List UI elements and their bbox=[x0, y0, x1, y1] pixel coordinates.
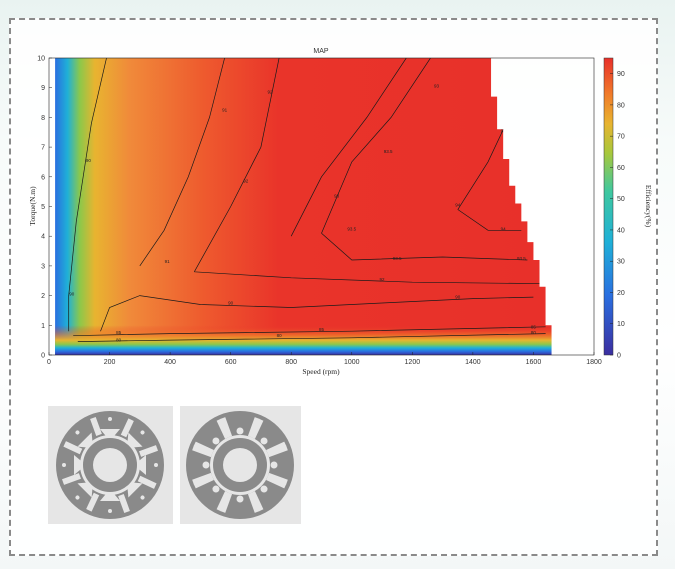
colorbar: 0 10 20 30 40 50 60 70 80 90 Efficiency(%) bbox=[603, 57, 653, 360]
y-tick-label: 9 bbox=[41, 85, 45, 92]
contour-label: 80 bbox=[531, 330, 537, 335]
colorbar-title: Efficiency(%) bbox=[644, 185, 653, 228]
colorbar-ticks: 0 10 20 30 40 50 60 70 80 90 bbox=[610, 71, 625, 360]
x-tick-label: 400 bbox=[164, 359, 176, 366]
x-tick-label: 0 bbox=[47, 359, 51, 366]
contour-label: 85 bbox=[319, 327, 325, 332]
y-tick-label: 1 bbox=[41, 323, 45, 330]
x-tick-label: 1400 bbox=[465, 359, 481, 366]
x-axis-title: Speed (rpm) bbox=[302, 367, 340, 376]
y-tick-label: 6 bbox=[41, 174, 45, 181]
contour-label: 92 bbox=[268, 90, 274, 95]
x-tick-label: 800 bbox=[285, 359, 297, 366]
chart-title: MAP bbox=[313, 48, 329, 55]
y-tick-label: 0 bbox=[41, 353, 45, 360]
contour-label: 92 bbox=[380, 277, 386, 282]
rotor-image-right bbox=[180, 406, 301, 524]
y-tick-label: 4 bbox=[41, 234, 45, 241]
colorbar-tick-label: 80 bbox=[617, 102, 625, 109]
contour-label: 90 bbox=[228, 301, 234, 306]
colorbar-tick-label: 10 bbox=[617, 321, 625, 328]
contour-label: 94 bbox=[501, 128, 507, 133]
colorbar-tick-label: 20 bbox=[617, 290, 625, 297]
y-tick-label: 3 bbox=[41, 263, 45, 270]
contour-label: 91 bbox=[222, 107, 228, 112]
rotor-slot bbox=[192, 445, 213, 485]
contour-label: 94 bbox=[501, 226, 507, 231]
contour-line-93 bbox=[290, 58, 407, 237]
rotor-right-slots bbox=[192, 417, 288, 513]
rotor-slot bbox=[193, 418, 230, 455]
x-tick-label: 1600 bbox=[526, 359, 542, 366]
colorbar-gradient bbox=[603, 57, 614, 356]
colorbar-tick-label: 0 bbox=[617, 353, 621, 360]
contour-label: 80 bbox=[116, 338, 122, 343]
rotor-lamination-images bbox=[48, 406, 301, 524]
contour-line-93.5 bbox=[321, 58, 528, 261]
contour-label: 93.5 bbox=[393, 256, 402, 261]
colorbar-tick-label: 50 bbox=[617, 196, 625, 203]
contour-label: 93 bbox=[334, 194, 340, 199]
rotor-image-left bbox=[48, 406, 173, 524]
contour-line-94 bbox=[457, 123, 522, 231]
colorbar-tick-label: 60 bbox=[617, 165, 625, 172]
y-axis-ticks: 0 1 2 3 4 5 6 7 8 9 10 bbox=[37, 56, 52, 360]
contour-label: 90 bbox=[455, 295, 461, 300]
contour-line-80 bbox=[77, 333, 546, 342]
contour-line-91 bbox=[139, 58, 225, 267]
plot-area: 808080858585909090909191929292939393.593… bbox=[37, 56, 602, 367]
contour-label: 93.5 bbox=[384, 149, 393, 154]
y-tick-label: 5 bbox=[41, 204, 45, 211]
x-tick-label: 1000 bbox=[344, 359, 360, 366]
colorbar-tick-label: 40 bbox=[617, 227, 625, 234]
contour-label: 94 bbox=[455, 203, 461, 208]
x-tick-label: 600 bbox=[225, 359, 237, 366]
x-axis-ticks: 0 200 400 600 800 1000 1200 1400 1600 1800 bbox=[47, 352, 602, 366]
contour-label: 90 bbox=[86, 158, 92, 163]
contour-line-92 bbox=[193, 58, 546, 285]
contour-label: 91 bbox=[165, 259, 171, 264]
colorbar-tick-label: 70 bbox=[617, 134, 625, 141]
colorbar-tick-label: 30 bbox=[617, 259, 625, 266]
contour-label: 90 bbox=[69, 292, 75, 297]
contour-line-85 bbox=[73, 326, 546, 337]
rotor-slot bbox=[220, 417, 260, 438]
x-tick-label: 1800 bbox=[586, 359, 602, 366]
y-axis-title: Torque(N.m) bbox=[28, 186, 37, 226]
rotor-slot bbox=[267, 445, 288, 485]
y-tick-label: 8 bbox=[41, 115, 45, 122]
contour-label: 85 bbox=[531, 324, 537, 329]
contour-label: 80 bbox=[277, 333, 283, 338]
contour-lines: 808080858585909090909191929292939393.593… bbox=[68, 58, 546, 343]
contour-label: 93 bbox=[434, 84, 440, 89]
heatmap-low-torque-band bbox=[55, 58, 552, 355]
x-tick-label: 1200 bbox=[405, 359, 421, 366]
colorbar-tick-label: 90 bbox=[617, 71, 625, 78]
y-tick-label: 10 bbox=[37, 56, 45, 63]
rotor-slot bbox=[220, 492, 260, 513]
contour-label: 85 bbox=[116, 330, 122, 335]
y-tick-label: 7 bbox=[41, 145, 45, 152]
y-tick-label: 2 bbox=[41, 293, 45, 300]
contour-line-90 bbox=[68, 58, 534, 332]
contour-label: 92 bbox=[243, 179, 249, 184]
contour-label: 93.5 bbox=[347, 226, 356, 231]
x-tick-label: 200 bbox=[104, 359, 116, 366]
contour-label: 93.5 bbox=[517, 256, 526, 261]
